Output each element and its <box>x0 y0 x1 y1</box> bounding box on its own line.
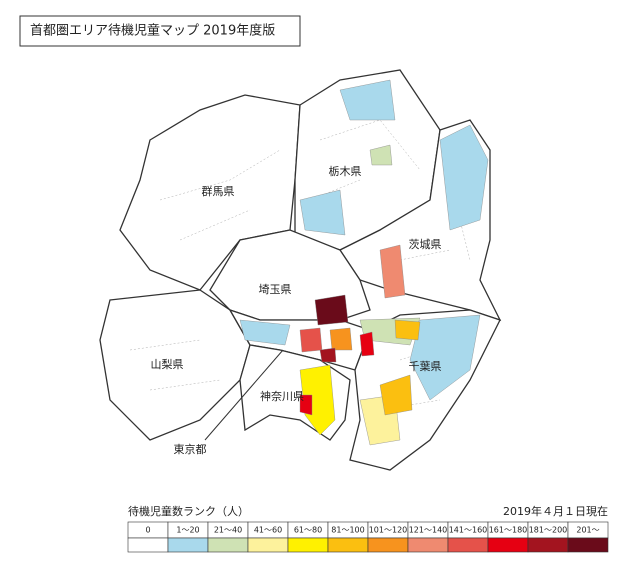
rank-area <box>329 327 353 351</box>
legend-swatch <box>367 537 409 553</box>
rank-area <box>299 394 313 416</box>
rank-area <box>379 374 413 416</box>
rank-area <box>319 347 337 363</box>
legend-swatch <box>207 537 249 553</box>
pref-label: 東京都 <box>174 442 207 456</box>
legend-label: 0 <box>145 526 150 535</box>
legend-label: 141〜160 <box>449 526 488 535</box>
rank-area <box>314 294 349 326</box>
legend-label: 41〜60 <box>254 526 282 535</box>
legend-swatch <box>127 537 169 553</box>
rank-area <box>239 319 291 346</box>
legend-swatch <box>447 537 489 553</box>
pref-label: 山梨県 <box>151 357 184 371</box>
legend-swatch <box>527 537 569 553</box>
legend-label: 1〜20 <box>176 526 199 535</box>
rank-areas <box>239 79 489 446</box>
rank-area <box>409 314 481 401</box>
pref-label: 埼玉県 <box>259 282 292 296</box>
leader-line <box>204 349 284 441</box>
legend-title: 待機児童数ランク（人） <box>128 504 249 518</box>
legend-swatch <box>167 537 209 553</box>
pref-label: 栃木県 <box>329 164 362 178</box>
pref-label: 茨城県 <box>409 237 442 251</box>
pref-label: 千葉県 <box>409 359 442 373</box>
rank-area <box>379 244 406 299</box>
legend-label: 61〜80 <box>294 526 322 535</box>
yamanashi <box>99 289 251 441</box>
rank-area <box>299 189 346 236</box>
legend-label: 181〜200 <box>529 526 568 535</box>
legend-swatch <box>287 537 329 553</box>
legend-date: 2019年４月１日現在 <box>503 504 608 518</box>
legend-label: 101〜120 <box>369 526 408 535</box>
legend-swatch <box>247 537 289 553</box>
rank-area <box>439 124 489 231</box>
legend-label: 201〜 <box>576 526 599 535</box>
legend: 0 1〜20 21〜40 41〜60 61〜80 81〜100 101〜120 121〜140… <box>127 521 609 553</box>
rank-area <box>359 331 375 357</box>
pref-label: 神奈川県 <box>260 389 304 403</box>
rank-area <box>299 327 323 353</box>
title-box <box>19 15 301 47</box>
rank-area <box>394 319 421 341</box>
rank-area <box>369 144 393 166</box>
pref-label: 群馬県 <box>202 184 235 198</box>
legend-swatch <box>487 537 529 553</box>
title: 首都圏エリア待機児童マップ 2019年度版 <box>30 23 275 39</box>
legend-label: 81〜100 <box>331 526 364 535</box>
legend-swatch <box>567 537 609 553</box>
legend-label: 21〜40 <box>214 526 242 535</box>
legend-swatch <box>327 537 369 553</box>
rank-area <box>339 79 396 121</box>
legend-swatch <box>407 537 449 553</box>
legend-label: 121〜140 <box>409 526 448 535</box>
legend-label: 161〜180 <box>489 526 528 535</box>
